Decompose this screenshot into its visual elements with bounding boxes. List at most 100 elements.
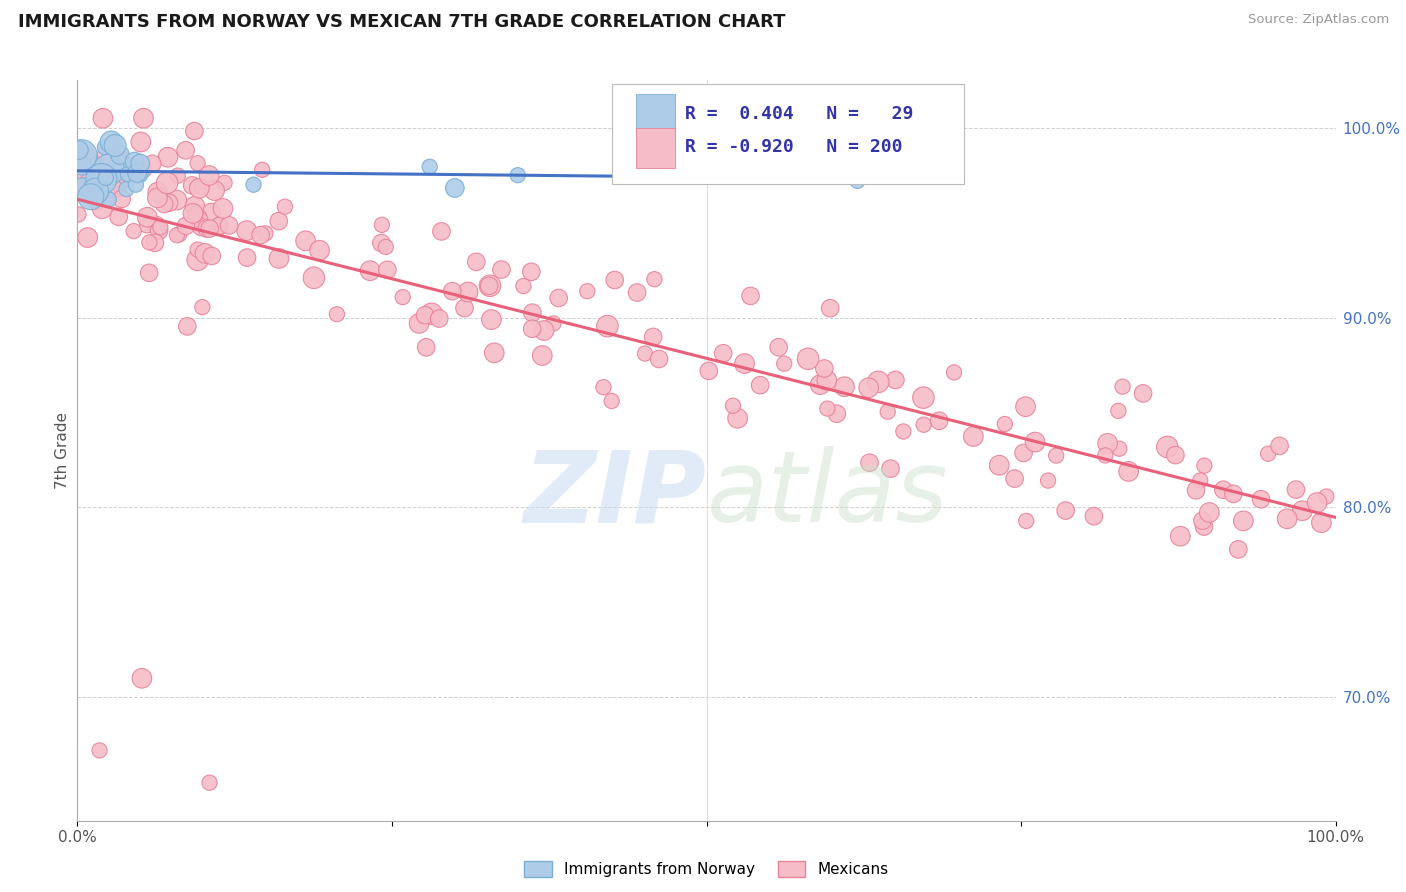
Point <box>1118 465 1140 479</box>
Point <box>520 265 543 279</box>
Point <box>149 220 172 235</box>
Point <box>156 176 179 190</box>
Point <box>374 240 396 254</box>
Point <box>174 219 197 233</box>
Point <box>858 381 880 395</box>
Point <box>1107 404 1129 418</box>
Point <box>187 252 209 267</box>
Point <box>596 319 619 334</box>
Point <box>1054 503 1077 517</box>
Point <box>120 161 142 175</box>
Point <box>129 135 152 149</box>
Point <box>444 181 467 195</box>
Point <box>267 252 290 266</box>
Point <box>138 235 160 250</box>
Point <box>506 168 529 182</box>
Point <box>125 178 148 192</box>
Point <box>218 219 240 233</box>
Point <box>522 322 544 336</box>
Point <box>721 399 744 413</box>
Point <box>1257 447 1279 461</box>
Point <box>129 156 152 170</box>
Point <box>815 373 838 387</box>
Point <box>115 170 138 185</box>
Point <box>634 346 657 360</box>
Point <box>176 319 198 334</box>
Point <box>91 176 114 190</box>
Point <box>138 266 160 280</box>
Point <box>75 150 97 164</box>
Point <box>96 148 118 162</box>
Point <box>191 179 214 194</box>
Point <box>1232 514 1254 528</box>
Point <box>146 185 169 199</box>
Point <box>208 219 231 233</box>
Point <box>531 349 554 363</box>
Point <box>117 167 139 181</box>
Point <box>267 214 290 228</box>
Point <box>132 162 155 177</box>
Point <box>1108 442 1130 456</box>
Point <box>643 330 665 344</box>
Text: R = -0.920   N = 200: R = -0.920 N = 200 <box>685 138 903 156</box>
Point <box>91 202 114 216</box>
Point <box>111 160 134 174</box>
Point <box>214 176 236 190</box>
Point <box>813 361 835 376</box>
Point <box>825 407 848 421</box>
Point <box>100 164 122 178</box>
Text: atlas: atlas <box>707 446 948 543</box>
Point <box>962 429 984 443</box>
Point <box>208 219 231 234</box>
Point <box>1185 483 1208 498</box>
Point <box>626 285 648 300</box>
Point <box>648 351 671 366</box>
Point <box>80 190 103 204</box>
Point <box>773 357 796 371</box>
Point <box>749 378 772 392</box>
Point <box>815 401 838 416</box>
Point <box>94 140 117 154</box>
Point <box>148 224 170 238</box>
Point <box>1191 514 1213 528</box>
Point <box>111 192 134 206</box>
Point <box>136 211 159 225</box>
FancyBboxPatch shape <box>636 128 675 168</box>
Point <box>1315 490 1337 504</box>
Point <box>141 157 163 171</box>
Point <box>188 181 211 195</box>
Point <box>1015 514 1038 528</box>
Point <box>89 743 111 757</box>
Point <box>994 417 1017 431</box>
Point <box>252 162 274 177</box>
Point <box>893 425 915 439</box>
Point <box>157 195 180 210</box>
Point <box>1194 458 1216 473</box>
Point <box>107 210 129 224</box>
Point <box>1212 483 1234 497</box>
Point <box>235 224 257 238</box>
Point <box>184 208 207 222</box>
Point <box>212 202 235 216</box>
Legend: Immigrants from Norway, Mexicans: Immigrants from Norway, Mexicans <box>519 855 894 883</box>
Point <box>868 375 890 389</box>
Point <box>190 219 212 234</box>
Point <box>308 244 330 258</box>
Point <box>124 154 146 169</box>
Point <box>83 168 105 182</box>
Point <box>1291 504 1313 518</box>
Point <box>465 255 488 269</box>
Point <box>512 279 534 293</box>
Point <box>104 138 127 153</box>
Point <box>420 307 443 321</box>
Point <box>236 251 259 265</box>
Point <box>67 143 90 157</box>
Point <box>198 221 221 235</box>
Point <box>1024 435 1046 450</box>
Point <box>1156 440 1178 454</box>
Point <box>72 159 94 173</box>
Point <box>858 456 880 470</box>
Point <box>174 143 197 157</box>
Point <box>1111 379 1133 393</box>
Point <box>204 184 226 198</box>
